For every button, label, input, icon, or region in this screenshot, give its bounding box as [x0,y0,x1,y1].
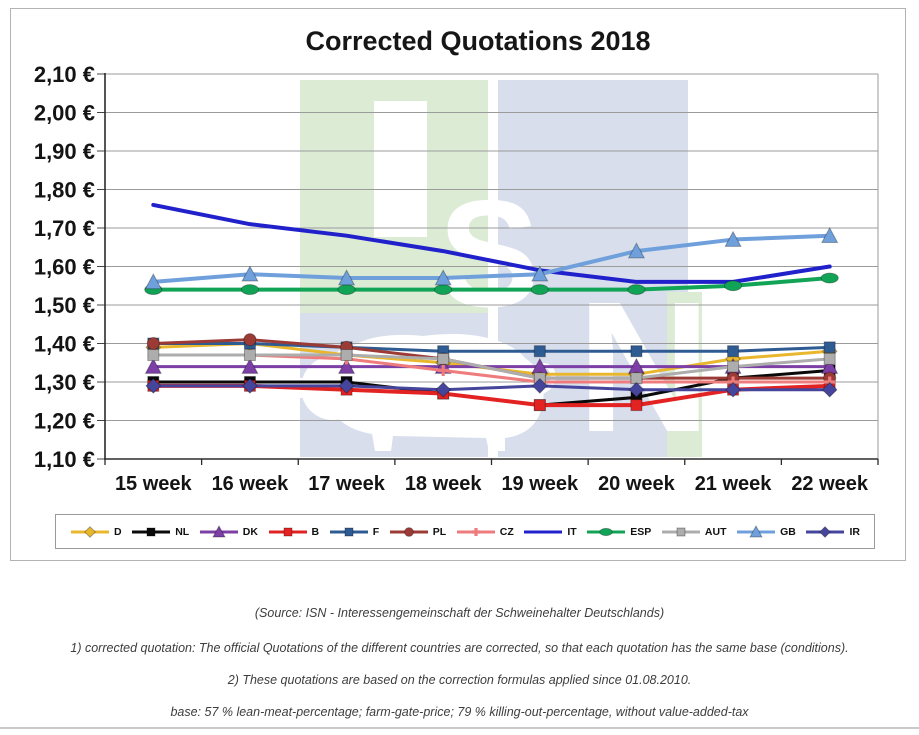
legend-swatch-B [268,527,307,536]
legend-label: DK [242,525,258,538]
x-axis-label: 21 week [695,473,773,495]
legend-item-CZ: CZ [456,525,514,539]
legend-item-B: B [268,525,320,539]
legend-swatch-IR [806,525,845,538]
x-axis-label: 16 week [212,473,290,495]
legend-item-ESP: ESP [586,525,651,539]
legend-swatch-F [329,527,368,536]
series-IT [151,202,832,284]
chart-title: Corrected Quotations 2018 [305,26,651,56]
series-IR [145,377,838,398]
legend-swatch-DK [199,524,238,537]
y-axis-label: 1,20 € [34,409,95,434]
legend-label: D [114,525,122,538]
legend-label: IT [567,525,577,538]
legend-swatch-GB [737,524,776,537]
legend-label: F [372,525,380,538]
legend-item-AUT: AUT [661,525,727,539]
y-axis-label: 1,60 € [34,255,95,280]
bottom-divider [0,727,919,729]
legend-swatch-D [71,525,109,538]
legend-swatch-PL [389,526,428,537]
legend-label: ESP [630,525,652,538]
footnote-base: base: 57 % lean-meat-percentage; farm-ga… [170,705,749,719]
legend-item-PL: PL [389,525,446,539]
legend-swatch-ESP [587,527,626,536]
x-axis-label: 20 week [598,473,676,495]
x-axis-label: 22 week [791,473,869,495]
legend-item-IR: IR [805,525,860,539]
legend-swatch-CZ [456,527,495,536]
y-axis-label: 1,80 € [34,178,95,203]
legend-label: IR [849,525,860,538]
legend-label: AUT [704,525,727,538]
y-axis-label: 2,00 € [34,101,95,126]
legend-label: B [311,525,320,538]
quotations-line-chart: SN2,10 €2,00 €1,90 €1,80 €1,70 €1,60 €1,… [34,62,879,495]
legend-item-D: D [70,525,122,539]
y-axis-label: 1,90 € [34,139,95,164]
footnote-2: 2) These quotations are based on the cor… [227,673,692,687]
y-axis-label: 2,10 € [34,62,95,87]
watermark-letter-I [374,101,427,237]
y-axis-label: 1,70 € [34,216,95,241]
x-axis-label: 18 week [405,473,483,495]
y-axis-label: 1,30 € [34,370,95,395]
chart-legend: D NL DK B F PL CZ IT ESP AUT GB IR [55,514,875,549]
axes: 15 week 16 week 17 week 18 week 19 week 20 we… [104,73,879,495]
footnote-1: 1) corrected quotation: The official Quo… [70,641,849,655]
x-axis-label: 17 week [308,473,386,495]
legend-swatch-NL [132,527,171,536]
legend-item-DK: DK [199,524,258,539]
y-axis-label: 1,50 € [34,293,95,318]
legend-item-NL: NL [131,525,189,539]
legend-swatch-AUT [661,527,700,536]
legend-swatch-IT [524,530,563,533]
x-axis-label: 15 week [115,473,193,495]
legend-label: GB [780,525,796,538]
legend-item-IT: IT [523,525,577,539]
legend-item-GB: GB [736,524,796,539]
x-axis-label: 19 week [501,473,579,495]
y-axis-label: 1,40 € [34,332,95,357]
source-note: (Source: ISN - Interessengemeinschaft de… [254,606,665,620]
y-axis-label: 1,10 € [34,447,95,472]
legend-label: PL [432,525,447,538]
legend-item-F: F [329,525,379,539]
series-AUT [147,349,836,385]
legend-label: NL [175,525,190,538]
legend-label: CZ [499,525,514,538]
series-GB [144,226,839,290]
gridlines: 2,10 € 2,00 € 1,90 € 1,80 € 1,70 € 1,60 € 1,50… [34,62,879,472]
